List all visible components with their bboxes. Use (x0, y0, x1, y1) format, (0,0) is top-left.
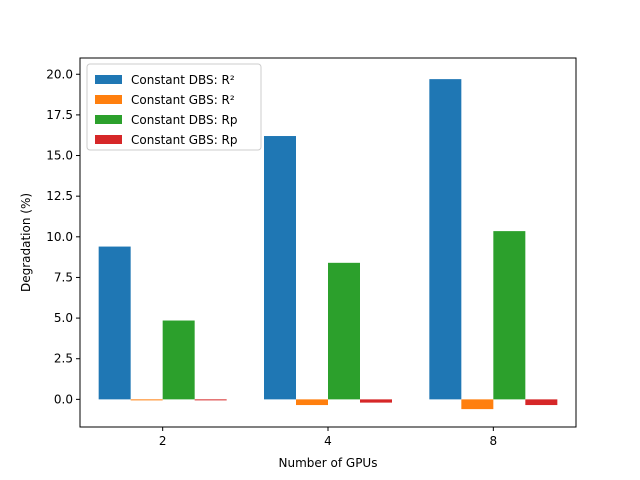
bar-2-2 (130, 399, 163, 401)
x-tick-label: 2 (159, 434, 167, 448)
x-tick-label: 8 (490, 434, 498, 448)
bar-1-8 (429, 79, 462, 400)
legend-box (86, 63, 262, 151)
y-tick-label: 0.0 (54, 392, 73, 406)
legend-swatch (95, 95, 122, 104)
y-axis: 0.0 2.5 5.0 7.5 10.0 12.5 15.0 17.5 20.0 (46, 67, 80, 406)
bar-3-4 (328, 262, 360, 400)
bar-4-8 (525, 399, 558, 406)
y-tick-label: 7.5 (54, 270, 73, 284)
legend-label: Constant DBS: Rp (131, 113, 237, 127)
bar-1-4 (264, 136, 296, 400)
bar-2-4 (296, 399, 328, 406)
bars-layer (98, 79, 558, 410)
bar-3-8 (493, 231, 526, 400)
legend-label: Constant DBS: R² (131, 73, 235, 87)
legend-swatch (95, 75, 122, 84)
y-axis-label: Degradation (%) (19, 193, 33, 292)
y-tick-label: 12.5 (46, 189, 73, 203)
y-tick-label: 2.5 (54, 352, 73, 366)
legend-swatch (95, 135, 122, 144)
y-tick-label: 20.0 (46, 67, 73, 81)
bar-3-2 (162, 320, 195, 400)
legend-label: Constant GBS: R² (131, 93, 235, 107)
x-axis: 2 4 8 (159, 427, 497, 448)
legend-swatch (95, 115, 122, 124)
y-tick-label: 5.0 (54, 311, 73, 325)
bar-1-2 (98, 246, 131, 400)
legend: Constant DBS: R² Constant GBS: R² Constant… (86, 63, 262, 151)
bar-2-8 (461, 399, 494, 410)
x-axis-label: Number of GPUs (279, 456, 378, 470)
bar-4-2 (194, 399, 227, 401)
bar-4-4 (360, 399, 392, 403)
y-tick-label: 17.5 (46, 108, 73, 122)
x-tick-label: 4 (324, 434, 332, 448)
legend-label: Constant GBS: Rp (131, 133, 238, 147)
y-tick-label: 15.0 (46, 149, 73, 163)
y-tick-label: 10.0 (46, 230, 73, 244)
